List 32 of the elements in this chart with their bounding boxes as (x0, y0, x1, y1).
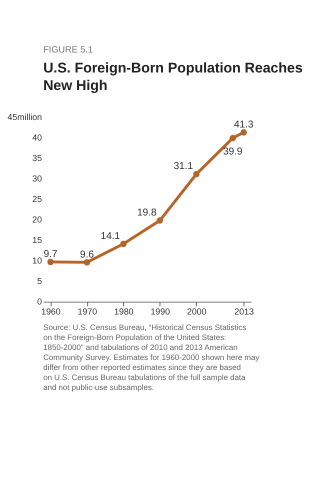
y-tick-label: 20 (32, 214, 42, 225)
y-tick-label: 35 (32, 153, 42, 164)
point (240, 129, 247, 136)
y-tick-label: 10 (32, 256, 42, 266)
x-tick-label: 1980 (114, 306, 134, 317)
chart-title: U.S. Foreign-Born Population Reaches New High (43, 59, 303, 93)
data-label: 41.3 (234, 119, 254, 130)
y-tick-label: 30 (32, 174, 42, 184)
data-label: 39.9 (223, 146, 243, 158)
data-label: 14.1 (100, 230, 121, 242)
caption: FIGURE 5.1 (43, 44, 93, 54)
data-label: 31.1 (174, 161, 194, 172)
y-tick-label: 40 (32, 132, 42, 143)
data-label: 9.7 (44, 248, 58, 260)
point (84, 259, 90, 266)
y-tick-label: 45million (8, 112, 42, 122)
x-tick-label: 1990 (150, 306, 170, 317)
point (193, 170, 200, 178)
data-label: 19.8 (137, 208, 157, 219)
point (120, 240, 127, 248)
y-tick-label: 5 (37, 276, 42, 286)
x-tick-label: 2000 (187, 306, 207, 317)
point (156, 217, 164, 224)
x-tick-label: 1960 (41, 306, 61, 317)
point (230, 134, 236, 142)
y-tick-label: 15 (32, 235, 42, 246)
y-tick-label: 0 (37, 296, 42, 307)
x-tick-label: 1970 (78, 306, 98, 317)
x-tick-label: 2013 (234, 306, 254, 317)
data-label: 9.6 (80, 249, 94, 260)
point (47, 258, 54, 266)
y-tick-label: 25 (32, 194, 42, 204)
